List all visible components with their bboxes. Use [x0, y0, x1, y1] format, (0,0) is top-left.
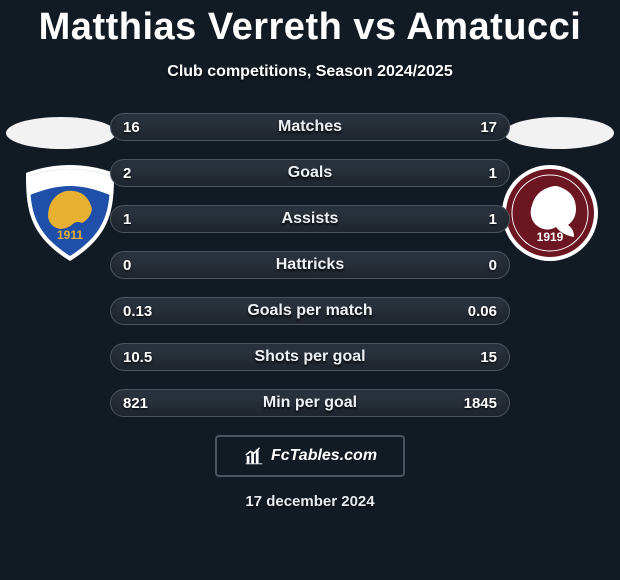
stat-row: 1Assists1	[110, 205, 510, 233]
stat-row: 10.5Shots per goal15	[110, 343, 510, 371]
stat-row: 16Matches17	[110, 113, 510, 141]
club-crest-right: 1919	[500, 163, 600, 263]
stat-row: 821Min per goal1845	[110, 389, 510, 417]
svg-text:1919: 1919	[537, 230, 564, 244]
stat-row: 0.13Goals per match0.06	[110, 297, 510, 325]
page-title: Matthias Verreth vs Amatucci	[0, 0, 620, 49]
comparison-stage: 1911 1919 16Matches172Goals11Assists10Ha…	[0, 113, 620, 417]
subtitle: Club competitions, Season 2024/2025	[0, 63, 620, 81]
chart-icon	[243, 445, 265, 467]
date-label: 17 december 2024	[0, 493, 620, 510]
stat-bars: 16Matches172Goals11Assists10Hattricks00.…	[110, 113, 510, 417]
stat-label: Hattricks	[111, 256, 509, 274]
stat-value-right: 15	[480, 349, 497, 366]
stat-label: Min per goal	[111, 394, 509, 412]
stat-value-right: 0.06	[468, 303, 497, 320]
stat-value-right: 0	[489, 257, 497, 274]
stat-value-right: 1	[489, 211, 497, 228]
player-photo-right	[504, 117, 614, 149]
club-crest-left: 1911	[20, 163, 120, 263]
stat-label: Matches	[111, 118, 509, 136]
stat-label: Goals per match	[111, 302, 509, 320]
stat-row: 2Goals1	[110, 159, 510, 187]
stat-value-right: 1	[489, 165, 497, 182]
brand-badge[interactable]: FcTables.com	[215, 435, 405, 477]
stat-value-right: 17	[480, 119, 497, 136]
player-photo-left	[6, 117, 116, 149]
svg-text:1911: 1911	[57, 228, 83, 242]
stat-label: Shots per goal	[111, 348, 509, 366]
stat-value-right: 1845	[464, 395, 497, 412]
brand-label: FcTables.com	[271, 447, 377, 465]
stat-label: Assists	[111, 210, 509, 228]
stat-row: 0Hattricks0	[110, 251, 510, 279]
stat-label: Goals	[111, 164, 509, 182]
